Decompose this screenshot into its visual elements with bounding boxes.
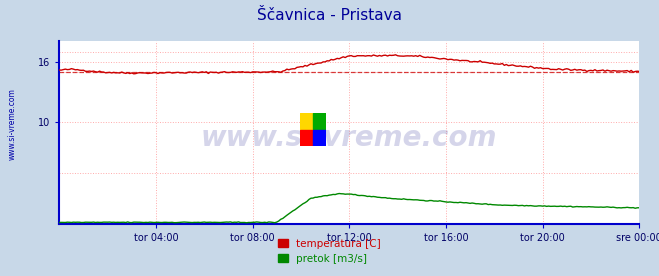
Bar: [313, 113, 326, 130]
Bar: [313, 130, 326, 146]
Legend: temperatura [C], pretok [m3/s]: temperatura [C], pretok [m3/s]: [273, 235, 386, 268]
Bar: [300, 113, 313, 130]
Text: Ščavnica - Pristava: Ščavnica - Pristava: [257, 8, 402, 23]
Text: www.si-vreme.com: www.si-vreme.com: [201, 124, 498, 152]
Bar: [300, 130, 313, 146]
Text: www.si-vreme.com: www.si-vreme.com: [8, 88, 17, 160]
